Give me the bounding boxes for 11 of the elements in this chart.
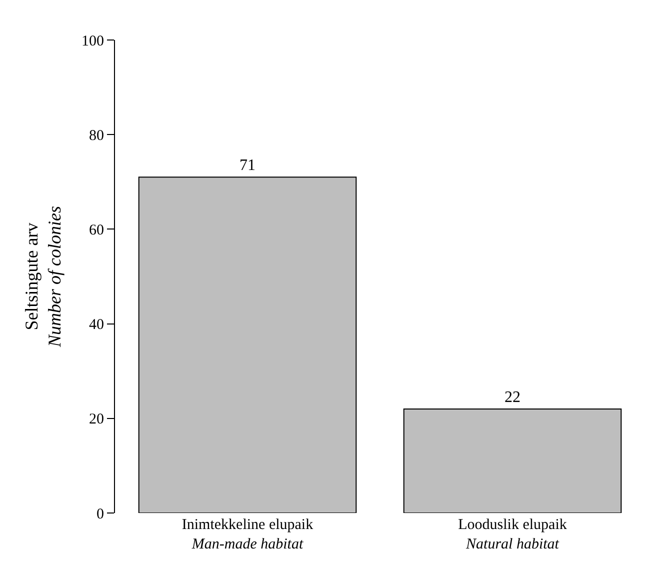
y-tick-label: 60 <box>89 222 104 238</box>
x-tick-label: Looduslik elupaik Natural habitat <box>458 517 568 552</box>
x-tick-label: Inimtekkeline elupaik Man-made habitat <box>182 517 314 552</box>
data-label: 22 <box>504 388 520 406</box>
y-tick-label: 80 <box>89 128 104 144</box>
data-label: 71 <box>240 157 256 174</box>
y-tick-label: 100 <box>82 33 104 50</box>
y-tick-label: 40 <box>89 317 104 334</box>
y-axis-title: Seltsingute arv Number of colonies <box>21 206 65 348</box>
y-tick-label: 0 <box>96 506 104 522</box>
y-tick-label: 20 <box>89 412 104 428</box>
